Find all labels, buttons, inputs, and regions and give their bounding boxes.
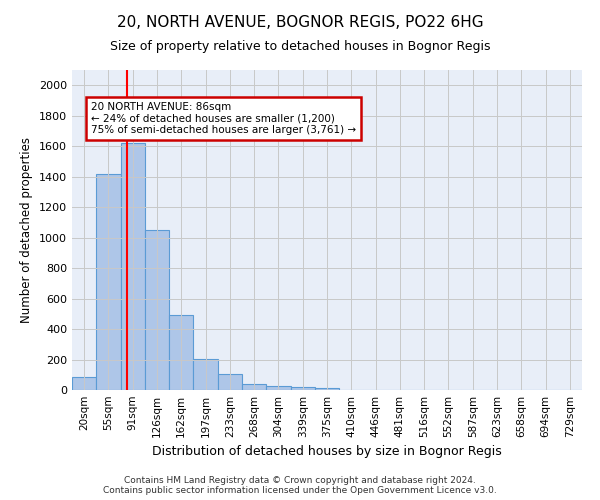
Bar (242, 384, 266, 390)
Bar (193, 359, 218, 390)
Bar (266, 386, 290, 390)
Bar (218, 374, 242, 390)
Bar (96, 174, 121, 390)
Bar (72, 377, 96, 390)
Bar (290, 387, 315, 390)
Bar (169, 316, 193, 390)
Text: Contains HM Land Registry data © Crown copyright and database right 2024.
Contai: Contains HM Land Registry data © Crown c… (103, 476, 497, 495)
X-axis label: Distribution of detached houses by size in Bognor Regis: Distribution of detached houses by size … (152, 446, 502, 458)
Y-axis label: Number of detached properties: Number of detached properties (20, 137, 34, 323)
Text: Size of property relative to detached houses in Bognor Regis: Size of property relative to detached ho… (110, 40, 490, 53)
Text: 20 NORTH AVENUE: 86sqm
← 24% of detached houses are smaller (1,200)
75% of semi-: 20 NORTH AVENUE: 86sqm ← 24% of detached… (91, 102, 356, 135)
Bar (121, 143, 145, 390)
Bar (315, 388, 339, 390)
Text: 20, NORTH AVENUE, BOGNOR REGIS, PO22 6HG: 20, NORTH AVENUE, BOGNOR REGIS, PO22 6HG (116, 15, 484, 30)
Bar (145, 230, 169, 390)
